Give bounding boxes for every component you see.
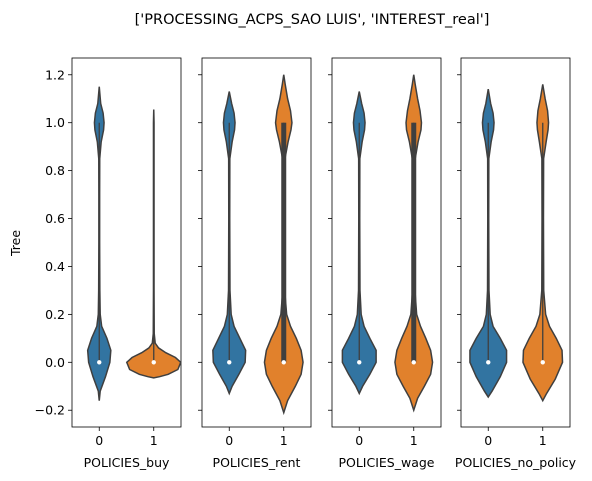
y-tick-label: 1.0 [45,115,65,130]
axes-frame [331,57,442,428]
axes-frame [460,57,571,428]
x-tick-label: 0 [355,433,363,448]
x-tick-label: 1 [150,433,158,448]
violin-iqr-box [411,122,417,363]
y-tick-label: 0.4 [45,259,65,274]
x-tick-label: 0 [225,433,233,448]
violin-median-point [357,360,362,365]
panel-POLICIES_rent: 0 1 POLICIES_rent [198,57,312,470]
x-axis-label: POLICIES_rent [213,455,301,470]
y-tick-label: 0.8 [45,163,65,178]
x-tick-label: 0 [95,433,103,448]
x-tick-label: 1 [539,433,547,448]
x-tick-label: 1 [410,433,418,448]
violin-median-point [486,360,491,365]
violin-median-point [540,360,545,365]
x-axis-label: POLICIES_wage [338,455,434,470]
y-tick-label: 0.6 [45,211,65,226]
panel-POLICIES_buy: −0.2 0.0 0.2 0.4 0.6 0.8 1.0 1.2 0 1 POLICIES_buy [35,57,182,470]
violin-median-point [411,360,416,365]
violin-median-point [281,360,286,365]
violin-median-point [97,360,102,365]
y-axis-label: Tree [8,230,23,257]
chart-title: ['PROCESSING_ACPS_SAO LUIS', 'INTEREST_r… [135,12,490,28]
axes-frame [71,57,182,428]
y-tick-label: 0.2 [45,307,65,322]
violin-median-point [151,360,156,365]
axes-frame [201,57,312,428]
violin-median-point [227,360,232,365]
y-tick-label: −0.2 [35,403,65,418]
x-axis-label: POLICIES_buy [84,455,170,470]
panel-POLICIES_wage: 0 1 POLICIES_wage [328,57,442,470]
x-tick-label: 0 [484,433,492,448]
x-axis-label: POLICIES_no_policy [455,455,577,470]
y-tick-label: 1.2 [45,67,65,82]
panels: −0.2 0.0 0.2 0.4 0.6 0.8 1.0 1.2 0 1 POLICIES_buy 0… [35,57,577,470]
panel-POLICIES_no_policy: 0 1 POLICIES_no_policy [455,57,577,470]
y-tick-label: 0.0 [45,355,65,370]
violin-iqr-box [281,122,287,363]
x-tick-label: 1 [280,433,288,448]
